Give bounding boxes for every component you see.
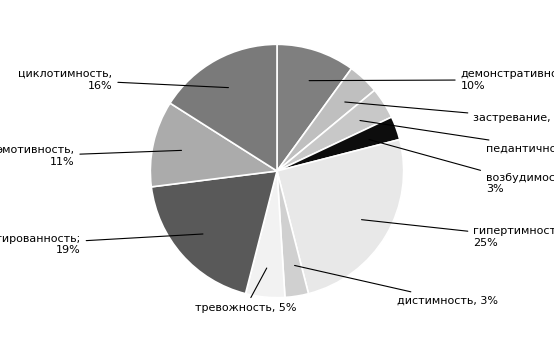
Wedge shape <box>277 171 309 298</box>
Text: дистимность, 3%: дистимность, 3% <box>295 265 499 305</box>
Text: эмотивность,
11%: эмотивность, 11% <box>0 145 182 167</box>
Text: тревожность, 5%: тревожность, 5% <box>194 268 296 313</box>
Text: педантичность, 4%: педантичность, 4% <box>360 120 554 153</box>
Wedge shape <box>170 44 277 171</box>
Wedge shape <box>277 117 399 171</box>
Wedge shape <box>151 171 277 294</box>
Wedge shape <box>245 171 285 298</box>
Text: демонстративность,
10%: демонстративность, 10% <box>309 69 554 91</box>
Wedge shape <box>277 90 392 171</box>
Wedge shape <box>277 140 404 294</box>
Wedge shape <box>277 44 351 171</box>
Text: возбудимость,
3%: возбудимость, 3% <box>369 140 554 195</box>
Text: застревание, 4%: застревание, 4% <box>345 102 554 123</box>
Text: гипертимность,
25%: гипертимность, 25% <box>362 220 554 248</box>
Wedge shape <box>277 68 375 171</box>
Text: циклотимность,
16%: циклотимность, 16% <box>18 69 228 91</box>
Wedge shape <box>150 103 277 187</box>
Text: экзальтированность;
19%: экзальтированность; 19% <box>0 234 203 255</box>
